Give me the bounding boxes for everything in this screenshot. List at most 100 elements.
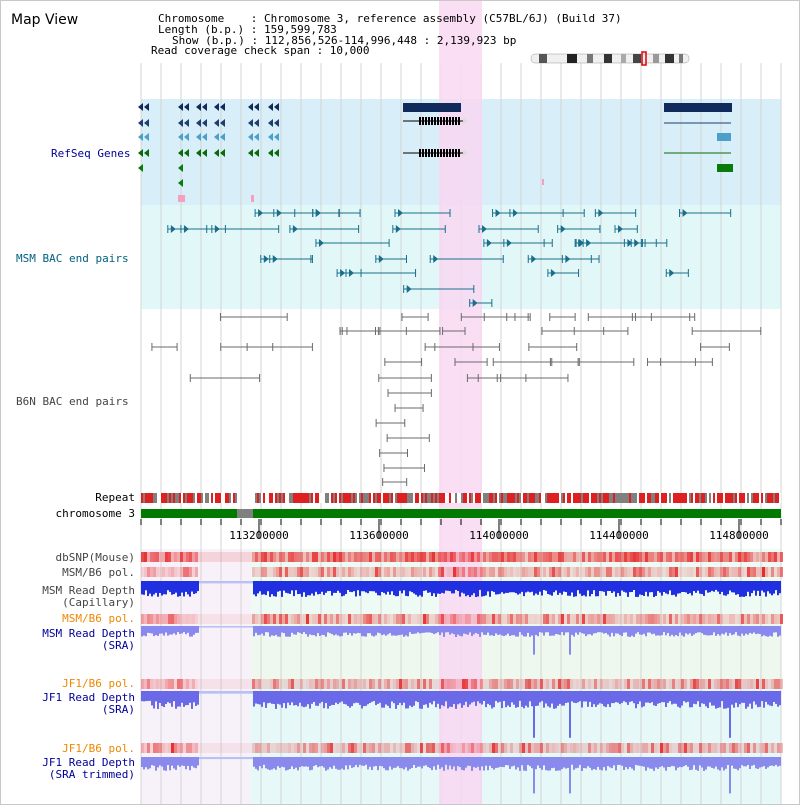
bac-end [395,225,401,233]
depth-bar [297,581,299,595]
depth-bar [725,581,727,596]
depth-bar [385,626,387,636]
depth-bar [359,691,361,705]
dbsnp-bin [396,552,399,562]
repeat-segment [569,493,571,503]
depth-bar [249,757,251,760]
depth-bar [447,757,449,770]
dbsnp-bin [711,552,714,562]
polymorphism-bin [288,567,291,577]
msm-bac-features[interactable] [167,209,732,307]
depth-bar [715,691,717,709]
repeat-segment [563,493,565,503]
depth-bar [589,626,591,635]
track-label-msm-b6-pol[interactable]: MSM/B6 pol. [62,566,135,579]
refseq-gene-features[interactable] [138,103,733,202]
depth-bar [675,581,677,597]
polymorphism-bin [522,614,525,624]
depth-bar [255,626,257,633]
track-label-repeat[interactable]: Repeat [95,491,135,504]
depth-bar [147,581,149,596]
track-label-refseq[interactable]: RefSeq Genes [51,147,130,160]
polymorphism-bin [516,679,519,689]
dbsnp-bin [648,552,651,562]
depth-bar [295,626,297,635]
polymorphism-bin [468,743,471,753]
dbsnp-bin [366,552,369,562]
polymorphism-bin [165,614,168,624]
polymorphism-bin [255,567,258,577]
track-label-b6n-bac[interactable]: B6N BAC end pairs [16,395,129,408]
bac-end [340,269,346,277]
repeat-segment [677,493,679,503]
depth-bar [187,691,189,705]
repeat-segment [681,493,683,503]
depth-bar [177,757,179,766]
track-label-jf1-b6-pol[interactable]: JF1/B6 pol. [62,677,135,690]
depth-bar [177,691,179,707]
polymorphism-bin [513,567,516,577]
track-label-jf1-depth-sra[interactable]: JF1 Read Depth [42,691,135,704]
repeat-segment [211,493,213,503]
depth-bar [213,757,215,760]
depth-bar [477,691,479,702]
polymorphism-bin [600,614,603,624]
depth-bar [429,691,431,703]
dbsnp-bin [408,552,411,562]
depth-bar [491,757,493,769]
dbsnp-bin [282,552,285,562]
dbsnp-bin [237,552,240,562]
polymorphism-bin [519,567,522,577]
b6n-bac-features[interactable] [151,313,762,486]
depth-bar [453,757,455,767]
track-label-msm-depth-sra[interactable]: MSM Read Depth [42,627,135,640]
depth-bar [251,757,253,760]
polymorphism-bin [702,567,705,577]
repeat-segment [305,493,307,503]
track-label-jf1-b6-pol-2[interactable]: JF1/B6 pol. [62,742,135,755]
depth-bar [601,626,603,633]
depth-bar [283,691,285,704]
depth-bar [355,581,357,597]
track-label-msm-b6-pol-2[interactable]: MSM/B6 pol. [62,612,135,625]
chromosome-ideogram[interactable] [530,51,690,66]
depth-bar [209,757,211,760]
dbsnp-bin [561,552,564,562]
depth-bar [449,581,451,592]
polymorphism-bin [618,614,621,624]
depth-bar [285,757,287,771]
polymorphism-bin [243,614,246,624]
repeat-segment [707,493,709,503]
depth-bar [753,626,755,633]
track-label-jf1-depth-trimmed[interactable]: JF1 Read Depth [42,756,135,769]
depth-bar [733,691,735,708]
depth-bar [571,691,573,702]
track-label-dbsnp[interactable]: dbSNP(Mouse) [56,551,135,564]
polymorphism-bin [303,743,306,753]
repeat-segment [683,493,685,503]
depth-bar [361,581,363,592]
repeat-segment [727,493,729,503]
depth-bar [165,581,167,595]
polymorphism-bin [255,743,258,753]
polymorphism-bin [645,567,648,577]
dbsnp-bin [423,552,426,562]
repeat-segment [511,493,513,503]
gene-exon [144,133,149,141]
depth-bar [537,626,539,637]
depth-bar [577,757,579,768]
depth-bar [345,757,347,766]
track-label-msm-depth-capillary[interactable]: MSM Read Depth [42,584,135,597]
depth-bar [473,757,475,768]
depth-bar [661,691,663,703]
polymorphism-bin [486,679,489,689]
depth-bar [465,691,467,702]
depth-bar [365,757,367,765]
depth-bar [681,691,683,706]
depth-bar [261,581,263,595]
track-label-msm-bac[interactable]: MSM BAC end pairs [16,252,129,265]
repeat-segment [553,493,555,503]
polymorphism-bin [735,743,738,753]
repeat-segment [693,493,695,503]
polymorphism-bin [339,567,342,577]
